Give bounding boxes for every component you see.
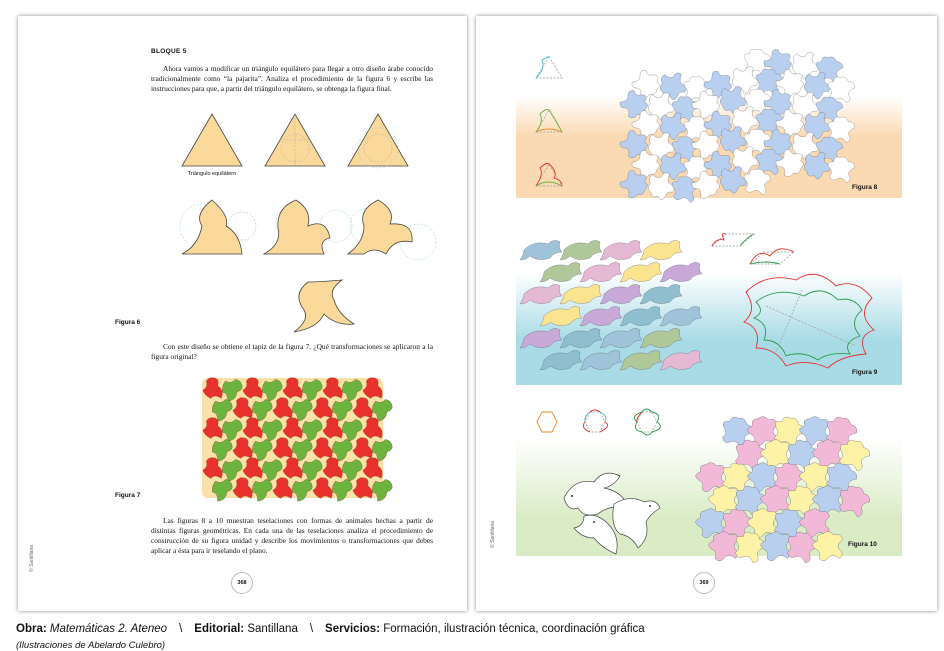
fish-tile (639, 328, 683, 349)
dove-tile (812, 439, 843, 469)
figure-6-label: Figura 6 (115, 319, 141, 326)
dove-tile (812, 485, 843, 515)
fish-tile (539, 306, 583, 327)
bird-tile (691, 130, 720, 159)
editorial-label: Editorial: (194, 623, 245, 635)
side-credit-left: © Santillana (29, 544, 35, 572)
bird-tile (691, 170, 720, 199)
side-credit-right: © Santillana (490, 520, 496, 548)
bird-tile (619, 90, 648, 119)
dove-tile (760, 439, 791, 469)
bird-tile (619, 130, 648, 159)
paragraph-figures-8-10: Las figuras 8 a 10 muestran teselaciones… (151, 516, 433, 555)
fish-tile (639, 240, 683, 261)
dove-tile (747, 416, 778, 446)
figure-8-label: Figura 8 (852, 184, 878, 191)
fish-tile (599, 284, 643, 305)
figure-9-label: Figura 9 (852, 369, 878, 376)
triangle-label: Triángulo equilátero (187, 171, 237, 177)
page-number-right: 369 (693, 572, 715, 594)
fish-tile (659, 350, 703, 371)
fish-tile (519, 240, 563, 261)
bird-tile (775, 149, 804, 177)
fish-tile (559, 284, 603, 305)
obra-value: Matemáticas 2. Ateneo (49, 623, 168, 635)
dove-tile (812, 531, 843, 561)
dove-tile (839, 485, 870, 517)
right-page: Figura 8 Figura 9 (476, 16, 937, 611)
bird-tile (691, 90, 720, 119)
figure-6-illustration (179, 113, 437, 333)
figure-8-tiling (619, 49, 855, 203)
dove-tile (695, 462, 726, 492)
figure-10-label: Figura 10 (848, 541, 877, 548)
fish-tile (579, 350, 623, 371)
fish-tile (579, 306, 623, 327)
dove-tile (747, 462, 778, 492)
dove-tile (799, 508, 830, 538)
block-title: BLOQUE 5 (151, 48, 187, 55)
fish-tile (619, 262, 663, 283)
figure-8-steps (535, 55, 563, 187)
servicios-value: Formación, ilustración técnica, coordina… (383, 623, 645, 635)
dove-tile (826, 416, 857, 448)
page-number-left: 368 (231, 572, 253, 594)
bird-tile (619, 170, 648, 199)
bird-tile (755, 149, 783, 176)
fish-tile (519, 328, 563, 349)
figure-7-label: Figura 7 (115, 492, 141, 499)
bird-tile (755, 109, 783, 136)
fish-tile (579, 262, 623, 283)
fish-tile (639, 284, 683, 305)
fish-tile (539, 262, 583, 283)
bird-tile (648, 172, 675, 200)
figure-9-fish-tiling (519, 240, 703, 371)
fish-tile (559, 328, 603, 349)
fish-tile (539, 350, 583, 371)
dove-tile (826, 462, 857, 494)
paragraph-figure-7: Con este diseño se obtiene el tapiz de l… (151, 342, 433, 361)
left-page: BLOQUE 5 Ahora vamos a modificar un triá… (18, 16, 467, 611)
fish-tile (659, 262, 703, 283)
figure-9-construction (710, 233, 875, 369)
credits-line: Obra: Matemáticas 2. Ateneo \ Editorial: S… (16, 623, 645, 635)
figure-10-outline-birds (563, 472, 661, 555)
dove-tile (799, 416, 830, 446)
obra-label: Obra: (16, 623, 47, 635)
fish-tile (599, 328, 643, 349)
fish-tile (659, 306, 703, 327)
bird-tile (671, 176, 699, 203)
final-pajarita-shape (293, 279, 356, 333)
dove-tile (839, 439, 870, 471)
dove-tile (695, 508, 726, 538)
dove-tile (708, 531, 739, 561)
dove-tile (747, 508, 778, 538)
dove-tile (799, 462, 830, 492)
fish-tile (619, 306, 663, 327)
paragraph-intro: Ahora vamos a modificar un triángulo equ… (151, 64, 433, 93)
servicios-label: Servicios: (325, 623, 381, 635)
separator-2: \ (309, 623, 314, 635)
book-spread: BLOQUE 5 Ahora vamos a modificar un triá… (18, 16, 937, 611)
fish-tile (619, 350, 663, 371)
dove-tile (760, 531, 791, 561)
bird-tile (755, 69, 783, 96)
bird-tile (720, 166, 747, 194)
fish-tile (519, 284, 563, 305)
figure-10-bird-tiling (695, 416, 870, 563)
dove-tile (760, 485, 791, 515)
bird-tile (804, 151, 831, 180)
figure-10-steps (536, 408, 661, 436)
figure-7-tiling (202, 374, 397, 503)
dove-tile (708, 485, 739, 515)
bird-tile (743, 169, 771, 196)
separator-1: \ (179, 623, 183, 635)
editorial-value: Santillana (247, 623, 298, 635)
bird-tile (827, 116, 855, 143)
bird-tile (827, 156, 855, 183)
bird-tile (827, 76, 855, 103)
fish-tile (599, 240, 643, 261)
fish-tile (559, 240, 603, 261)
illustrations-credit: (Ilustraciones de Abelardo Culebro) (16, 640, 166, 651)
